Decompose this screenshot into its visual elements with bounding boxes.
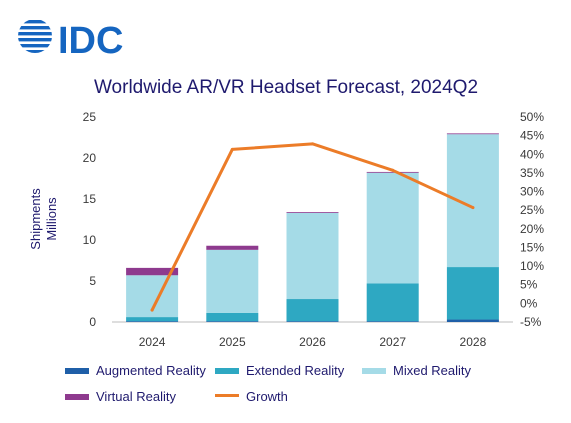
growth-point-2025: [230, 147, 234, 151]
bar-extended-reality-2025: [206, 312, 259, 322]
growth-point-2024: [150, 308, 154, 312]
chart-title: Worldwide AR/VR Headset Forecast, 2024Q2: [94, 77, 478, 98]
x-tick-label: 2027: [379, 335, 406, 349]
legend: Augmented Reality Extended Reality Mixed R…: [65, 363, 472, 404]
y-tick-label: 25: [83, 110, 97, 124]
bar-virtual-reality-2028: [446, 133, 499, 135]
growth-point-2026: [311, 142, 314, 146]
y2-tick-label: 40%: [520, 147, 544, 161]
bar-mixed-reality-2027: [366, 172, 419, 284]
bar-augmented-reality-2024: [126, 321, 179, 322]
legend-swatch-augmented-reality: [65, 368, 89, 374]
legend-label-extended-reality: Extended Reality: [246, 363, 345, 378]
y2-tick-label: 10%: [520, 259, 544, 273]
y2-tick-label: 15%: [520, 240, 544, 254]
idc-logo: IDC: [18, 20, 123, 62]
bar-augmented-reality-2027: [366, 321, 419, 322]
legend-swatch-growth: [215, 394, 239, 397]
y2-tick-label: 30%: [520, 185, 544, 199]
y2-tick-label: -5%: [520, 315, 542, 329]
bar-extended-reality-2027: [366, 283, 419, 322]
bar-stack-2028: [446, 133, 499, 322]
bar-virtual-reality-2027: [366, 171, 419, 173]
bar-virtual-reality-2025: [206, 245, 259, 250]
y2-tick-label: 45%: [520, 129, 544, 143]
logo-text: IDC: [58, 20, 123, 62]
legend-swatch-extended-reality: [215, 368, 239, 374]
bar-augmented-reality-2028: [446, 319, 499, 322]
bar-augmented-reality-2025: [206, 321, 259, 322]
y-tick-label: 20: [83, 151, 97, 165]
legend-swatch-virtual-reality: [65, 394, 89, 400]
bar-stacks: [126, 133, 499, 322]
bar-stack-2026: [286, 212, 339, 322]
bar-virtual-reality-2024: [126, 267, 179, 276]
y2-axis-ticks: -5% 0% 5% 10% 15% 20% 25% 30% 35% 40% 45% 50%: [520, 110, 544, 329]
legend-item-extended-reality: Extended Reality: [215, 363, 345, 378]
y2-tick-label: 20%: [520, 222, 544, 236]
y-tick-label: 0: [89, 315, 96, 329]
y2-tick-label: 35%: [520, 166, 544, 180]
x-tick-label: 2025: [219, 335, 246, 349]
y2-tick-label: 0%: [520, 296, 538, 310]
y-tick-label: 15: [83, 192, 97, 206]
bar-stack-2025: [206, 245, 259, 322]
bar-extended-reality-2026: [286, 299, 339, 322]
y-tick-label: 10: [83, 233, 97, 247]
growth-point-2028: [471, 206, 475, 210]
x-tick-label: 2028: [460, 335, 487, 349]
legend-item-mixed-reality: Mixed Reality: [362, 363, 472, 378]
x-tick-label: 2024: [139, 335, 166, 349]
bar-virtual-reality-2026: [286, 212, 339, 213]
legend-item-virtual-reality: Virtual Reality: [65, 389, 176, 404]
legend-label-virtual-reality: Virtual Reality: [96, 389, 176, 404]
legend-label-augmented-reality: Augmented Reality: [96, 363, 206, 378]
y-tick-label: 5: [89, 274, 96, 288]
x-axis-ticks: 2024 2025 2026 2027 2028: [139, 335, 487, 349]
growth-point-2027: [391, 168, 395, 172]
legend-swatch-mixed-reality: [362, 368, 386, 374]
y2-tick-label: 50%: [520, 110, 544, 124]
bar-stack-2027: [366, 171, 419, 322]
legend-item-growth: Growth: [215, 389, 288, 404]
legend-label-mixed-reality: Mixed Reality: [393, 363, 472, 378]
bar-extended-reality-2024: [126, 317, 179, 322]
bar-augmented-reality-2026: [286, 321, 339, 322]
x-tick-label: 2026: [299, 335, 326, 349]
y-axis-label: Shipments Millions: [28, 188, 59, 250]
y-axis-label-line-2: Millions: [44, 197, 59, 241]
bar-extended-reality-2028: [446, 267, 499, 320]
y-axis-ticks: 0 5 10 15 20 25: [83, 110, 97, 329]
y2-tick-label: 25%: [520, 203, 544, 217]
y2-tick-label: 5%: [520, 278, 538, 292]
globe-icon: [18, 20, 52, 53]
bar-mixed-reality-2025: [206, 249, 259, 313]
legend-label-growth: Growth: [246, 389, 288, 404]
growth-line-group: [150, 142, 475, 312]
legend-item-augmented-reality: Augmented Reality: [65, 363, 206, 378]
y-axis-label-line-1: Shipments: [28, 188, 43, 250]
bar-mixed-reality-2026: [286, 212, 339, 300]
